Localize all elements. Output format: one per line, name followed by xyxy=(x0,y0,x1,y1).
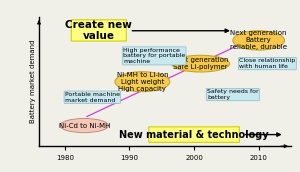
Text: Portable machine
market demand: Portable machine market demand xyxy=(65,92,120,103)
Text: High performance
battery for portable
machine: High performance battery for portable ma… xyxy=(123,48,185,64)
Text: Next generation
Battery
reliable, durable: Next generation Battery reliable, durabl… xyxy=(230,30,287,50)
Ellipse shape xyxy=(115,72,170,92)
Text: Close relationship
with human life: Close relationship with human life xyxy=(239,58,296,69)
Ellipse shape xyxy=(172,55,230,72)
Text: New material & technology: New material & technology xyxy=(119,130,269,140)
Y-axis label: Battery market demand: Battery market demand xyxy=(30,40,36,123)
Text: Safety needs for
battery: Safety needs for battery xyxy=(207,89,259,100)
FancyBboxPatch shape xyxy=(71,20,126,41)
Ellipse shape xyxy=(60,119,109,133)
Text: Ni-MH to Li-ion
Light weight
High capacity: Ni-MH to Li-ion Light weight High capaci… xyxy=(117,72,168,92)
Text: Ni-Cd to Ni-MH: Ni-Cd to Ni-MH xyxy=(58,123,110,128)
Text: Next generation
Safe Li-polymer: Next generation Safe Li-polymer xyxy=(172,57,229,70)
Ellipse shape xyxy=(233,31,284,50)
Text: Create new
value: Create new value xyxy=(65,20,132,41)
FancyBboxPatch shape xyxy=(149,127,239,142)
